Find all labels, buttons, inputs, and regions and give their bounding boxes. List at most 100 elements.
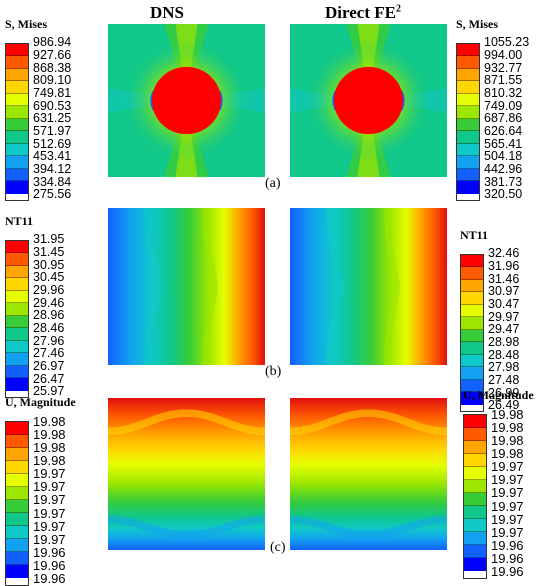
legend-tick-label: 19.97: [491, 498, 524, 514]
color-swatch: [6, 328, 28, 341]
dns-header: DNS: [150, 3, 185, 22]
color-swatch: [457, 93, 479, 107]
legend-tick-label: 19.97: [491, 524, 524, 540]
color-swatch: [6, 290, 28, 304]
color-swatch: [6, 265, 28, 279]
color-swatch: [461, 379, 483, 393]
stress-contour-direct-fe2: [290, 24, 447, 177]
legend-tick-label: 512.69: [33, 136, 72, 151]
color-swatch: [6, 93, 28, 107]
legend-tick-label: 19.98: [33, 426, 66, 442]
color-swatch: [6, 118, 28, 132]
legend-tick-label: 749.09: [484, 98, 523, 113]
temperature-contour-dns: [108, 208, 265, 365]
color-swatch: [6, 181, 28, 194]
color-swatch: [461, 342, 483, 355]
color-scale-bar: [456, 42, 480, 201]
legend-tick-label: 631.25: [33, 111, 72, 126]
legend-tick-label: 19.98: [491, 432, 524, 448]
color-swatch: [6, 156, 28, 169]
color-swatch: [6, 500, 28, 514]
legend-tick-label: 28.48: [488, 347, 520, 362]
legend-tick-label: 19.97: [491, 511, 524, 527]
displacement-contour-direct-fe2: [290, 398, 447, 550]
legend-b-right: NT11 32.46 31.96 31.46 30.97 30.47 29.97 29.47 2…: [460, 228, 519, 412]
legend-tick-label: 504.18: [484, 149, 523, 164]
legend-tick-label: 1055.23: [484, 35, 530, 50]
legend-tick-label: 932.77: [484, 60, 523, 75]
color-swatch: [464, 428, 486, 442]
legend-c-right: U, Magnitude 19.98 19.98 19.98 19.98 19.97 19.…: [463, 388, 534, 579]
color-swatch: [464, 441, 486, 455]
sublabel-a: (a): [265, 176, 281, 191]
legend-tick-label: 571.97: [33, 123, 72, 138]
color-swatch: [6, 131, 28, 144]
legend-tick-label: 19.98: [33, 439, 66, 455]
legend-tick-label: 27.96: [33, 333, 65, 348]
color-swatch: [6, 487, 28, 501]
color-swatch: [457, 81, 479, 94]
legend-tick-label: 19.97: [33, 518, 66, 534]
legend-tick-label: 810.32: [484, 86, 523, 100]
legend-tick-label: 442.96: [484, 161, 523, 176]
color-swatch: [461, 267, 483, 280]
legend-title: S, Mises: [5, 17, 47, 31]
legend-title: S, Mises: [456, 17, 498, 31]
legend-tick-label: 30.45: [33, 270, 65, 285]
displacement-contour-dns: [108, 398, 265, 550]
legend-tick-label: 27.98: [488, 360, 520, 375]
legend-tick-label: 19.96: [491, 564, 524, 580]
legend-c-left: U, Magnitude 19.98 19.98 19.98 19.98 19.97 19.…: [5, 395, 76, 586]
color-swatch: [6, 513, 28, 527]
legend-tick-label: 19.97: [491, 485, 524, 501]
color-scale-bar: [5, 239, 29, 398]
legend-title: U, Magnitude: [5, 395, 76, 409]
color-swatch: [6, 422, 28, 436]
color-swatch: [6, 474, 28, 488]
legend-tick-label: 19.96: [33, 558, 66, 574]
color-swatch: [6, 81, 28, 94]
color-scale-bar: [460, 253, 484, 412]
legend-tick-label: 26.97: [33, 358, 65, 373]
legend-tick-label: 19.97: [33, 492, 66, 508]
color-swatch: [6, 68, 28, 82]
color-swatch: [6, 303, 28, 316]
color-swatch: [6, 552, 28, 566]
color-swatch: [457, 131, 479, 144]
legend-tick-label: 31.46: [488, 271, 520, 286]
color-scale-bar: [5, 42, 29, 201]
legend-tick-label: 19.98: [491, 446, 524, 462]
legend-tick-label: 30.97: [488, 284, 520, 299]
legend-tick-label: 31.45: [33, 245, 65, 260]
legend-tick-label: 19.98: [491, 419, 524, 435]
legend-tick-label: 30.95: [33, 257, 65, 272]
color-swatch: [461, 367, 483, 380]
color-swatch: [6, 315, 28, 329]
legend-tick-label: 19.97: [491, 472, 524, 488]
color-swatch: [6, 56, 28, 69]
legend-tick-label: 32.46: [488, 246, 520, 261]
color-swatch: [464, 493, 486, 507]
color-swatch: [464, 532, 486, 546]
legend-tick-label: 30.47: [488, 297, 520, 311]
legend-tick-label: 868.38: [33, 60, 72, 75]
color-swatch: [457, 68, 479, 82]
legend-tick-label: 690.53: [33, 98, 72, 113]
color-swatch: [6, 106, 28, 119]
color-swatch: [457, 118, 479, 132]
color-swatch: [6, 253, 28, 266]
legend-tick-label: 19.96: [33, 571, 66, 586]
color-scale-bar: [463, 414, 487, 579]
legend-tick-label: 275.56: [33, 187, 72, 202]
legend-tick-label: 26.99: [488, 385, 520, 400]
color-swatch: [464, 545, 486, 559]
color-swatch: [6, 461, 28, 475]
legend-tick-label: 27.48: [488, 372, 520, 387]
legend-tick-label: 19.97: [491, 459, 524, 475]
legend-tick-label: 809.10: [33, 73, 72, 88]
legend-a-right: S, Mises 1055.23 994.00 932.77 871.55 810.32 7…: [456, 17, 529, 201]
legend-tick-label: 31.96: [488, 259, 520, 274]
legend-tick-label: 31.95: [33, 232, 65, 247]
color-swatch: [464, 415, 486, 429]
legend-title: U, Magnitude: [463, 388, 534, 402]
